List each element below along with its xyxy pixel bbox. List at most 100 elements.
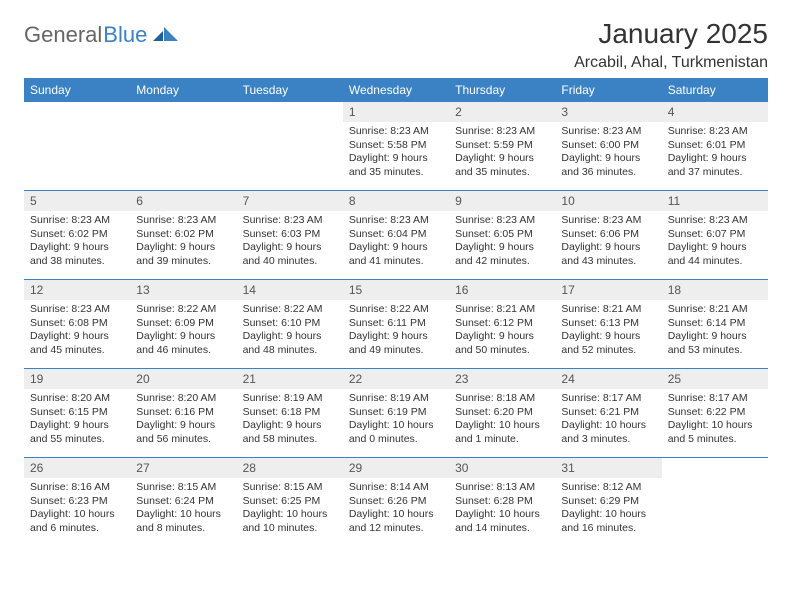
daylight-text: and 8 minutes.: [136, 522, 230, 536]
daylight-text: and 42 minutes.: [455, 255, 549, 269]
day-number: 23: [449, 369, 555, 389]
sunset-text: Sunset: 6:02 PM: [136, 228, 230, 242]
calendar-cell: 13Sunrise: 8:22 AMSunset: 6:09 PMDayligh…: [130, 280, 236, 369]
sunset-text: Sunset: 6:03 PM: [243, 228, 337, 242]
daylight-text: and 36 minutes.: [561, 166, 655, 180]
sunset-text: Sunset: 6:19 PM: [349, 406, 443, 420]
calendar-cell: [662, 458, 768, 547]
calendar-cell: 27Sunrise: 8:15 AMSunset: 6:24 PMDayligh…: [130, 458, 236, 547]
sunrise-text: Sunrise: 8:23 AM: [30, 214, 124, 228]
sunset-text: Sunset: 6:08 PM: [30, 317, 124, 331]
day-details: Sunrise: 8:17 AMSunset: 6:22 PMDaylight:…: [662, 389, 768, 451]
sunrise-text: Sunrise: 8:23 AM: [243, 214, 337, 228]
day-details: Sunrise: 8:16 AMSunset: 6:23 PMDaylight:…: [24, 478, 130, 540]
weekday-header: Friday: [555, 78, 661, 102]
sunrise-text: Sunrise: 8:23 AM: [561, 125, 655, 139]
daylight-text: and 45 minutes.: [30, 344, 124, 358]
daylight-text: Daylight: 10 hours: [349, 419, 443, 433]
daylight-text: Daylight: 10 hours: [349, 508, 443, 522]
sunset-text: Sunset: 6:01 PM: [668, 139, 762, 153]
day-number: 15: [343, 280, 449, 300]
header: General Blue January 2025 Arcabil, Ahal,…: [24, 18, 768, 72]
logo: General Blue: [24, 22, 179, 48]
day-details: Sunrise: 8:21 AMSunset: 6:13 PMDaylight:…: [555, 300, 661, 362]
sunset-text: Sunset: 6:22 PM: [668, 406, 762, 420]
daylight-text: Daylight: 9 hours: [455, 241, 549, 255]
day-number: 17: [555, 280, 661, 300]
day-details: Sunrise: 8:23 AMSunset: 6:06 PMDaylight:…: [555, 211, 661, 273]
calendar-cell: 24Sunrise: 8:17 AMSunset: 6:21 PMDayligh…: [555, 369, 661, 458]
day-number: 25: [662, 369, 768, 389]
calendar-cell: 18Sunrise: 8:21 AMSunset: 6:14 PMDayligh…: [662, 280, 768, 369]
calendar-cell: 17Sunrise: 8:21 AMSunset: 6:13 PMDayligh…: [555, 280, 661, 369]
sunrise-text: Sunrise: 8:23 AM: [668, 214, 762, 228]
calendar-cell: 6Sunrise: 8:23 AMSunset: 6:02 PMDaylight…: [130, 191, 236, 280]
weekday-header: Wednesday: [343, 78, 449, 102]
sunrise-text: Sunrise: 8:23 AM: [30, 303, 124, 317]
calendar-cell: [24, 102, 130, 191]
day-number: 21: [237, 369, 343, 389]
daylight-text: and 43 minutes.: [561, 255, 655, 269]
calendar-table: Sunday Monday Tuesday Wednesday Thursday…: [24, 78, 768, 546]
daylight-text: and 10 minutes.: [243, 522, 337, 536]
daylight-text: and 39 minutes.: [136, 255, 230, 269]
daylight-text: and 40 minutes.: [243, 255, 337, 269]
sunrise-text: Sunrise: 8:15 AM: [243, 481, 337, 495]
sunrise-text: Sunrise: 8:22 AM: [349, 303, 443, 317]
sunset-text: Sunset: 6:16 PM: [136, 406, 230, 420]
day-number: 31: [555, 458, 661, 478]
sunset-text: Sunset: 6:11 PM: [349, 317, 443, 331]
sunrise-text: Sunrise: 8:20 AM: [30, 392, 124, 406]
day-details: Sunrise: 8:23 AMSunset: 6:00 PMDaylight:…: [555, 122, 661, 184]
daylight-text: Daylight: 9 hours: [30, 330, 124, 344]
daylight-text: and 52 minutes.: [561, 344, 655, 358]
sunset-text: Sunset: 6:00 PM: [561, 139, 655, 153]
calendar-row: 26Sunrise: 8:16 AMSunset: 6:23 PMDayligh…: [24, 458, 768, 547]
day-details: Sunrise: 8:23 AMSunset: 6:08 PMDaylight:…: [24, 300, 130, 362]
day-number: 6: [130, 191, 236, 211]
calendar-row: 1Sunrise: 8:23 AMSunset: 5:58 PMDaylight…: [24, 102, 768, 191]
sunrise-text: Sunrise: 8:15 AM: [136, 481, 230, 495]
day-details: Sunrise: 8:23 AMSunset: 6:03 PMDaylight:…: [237, 211, 343, 273]
day-details: Sunrise: 8:23 AMSunset: 5:59 PMDaylight:…: [449, 122, 555, 184]
day-details: Sunrise: 8:13 AMSunset: 6:28 PMDaylight:…: [449, 478, 555, 540]
calendar-cell: 4Sunrise: 8:23 AMSunset: 6:01 PMDaylight…: [662, 102, 768, 191]
sunrise-text: Sunrise: 8:23 AM: [455, 214, 549, 228]
daylight-text: and 35 minutes.: [349, 166, 443, 180]
calendar-cell: 21Sunrise: 8:19 AMSunset: 6:18 PMDayligh…: [237, 369, 343, 458]
location-label: Arcabil, Ahal, Turkmenistan: [574, 54, 768, 72]
day-number: 12: [24, 280, 130, 300]
day-details: Sunrise: 8:12 AMSunset: 6:29 PMDaylight:…: [555, 478, 661, 540]
sunset-text: Sunset: 6:25 PM: [243, 495, 337, 509]
daylight-text: Daylight: 9 hours: [561, 330, 655, 344]
title-block: January 2025 Arcabil, Ahal, Turkmenistan: [574, 18, 768, 72]
day-details: Sunrise: 8:22 AMSunset: 6:11 PMDaylight:…: [343, 300, 449, 362]
daylight-text: Daylight: 9 hours: [136, 419, 230, 433]
calendar-cell: 3Sunrise: 8:23 AMSunset: 6:00 PMDaylight…: [555, 102, 661, 191]
daylight-text: and 5 minutes.: [668, 433, 762, 447]
sunrise-text: Sunrise: 8:13 AM: [455, 481, 549, 495]
sunrise-text: Sunrise: 8:23 AM: [561, 214, 655, 228]
daylight-text: Daylight: 10 hours: [455, 508, 549, 522]
day-details: Sunrise: 8:23 AMSunset: 6:02 PMDaylight:…: [24, 211, 130, 273]
sunset-text: Sunset: 5:58 PM: [349, 139, 443, 153]
daylight-text: Daylight: 10 hours: [561, 508, 655, 522]
calendar-cell: 22Sunrise: 8:19 AMSunset: 6:19 PMDayligh…: [343, 369, 449, 458]
daylight-text: and 6 minutes.: [30, 522, 124, 536]
calendar-cell: 19Sunrise: 8:20 AMSunset: 6:15 PMDayligh…: [24, 369, 130, 458]
daylight-text: Daylight: 9 hours: [668, 330, 762, 344]
sunrise-text: Sunrise: 8:18 AM: [455, 392, 549, 406]
day-number: 8: [343, 191, 449, 211]
weekday-header: Sunday: [24, 78, 130, 102]
calendar-cell: 20Sunrise: 8:20 AMSunset: 6:16 PMDayligh…: [130, 369, 236, 458]
daylight-text: Daylight: 9 hours: [668, 241, 762, 255]
sunrise-text: Sunrise: 8:23 AM: [349, 214, 443, 228]
daylight-text: and 0 minutes.: [349, 433, 443, 447]
daylight-text: and 12 minutes.: [349, 522, 443, 536]
day-number: 1: [343, 102, 449, 122]
sunset-text: Sunset: 6:24 PM: [136, 495, 230, 509]
daylight-text: Daylight: 9 hours: [455, 330, 549, 344]
month-title: January 2025: [574, 18, 768, 50]
day-number: 3: [555, 102, 661, 122]
daylight-text: and 35 minutes.: [455, 166, 549, 180]
